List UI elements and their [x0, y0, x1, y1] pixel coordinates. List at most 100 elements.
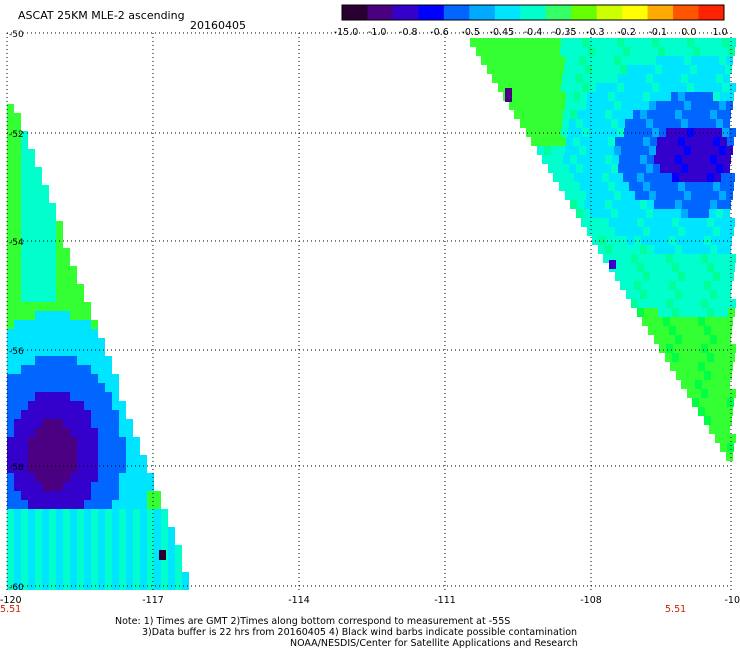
- data-cell: [624, 38, 631, 47]
- data-cell: [84, 338, 91, 347]
- data-cell: [597, 209, 604, 218]
- lon-label: -108: [580, 595, 602, 606]
- data-cell: [56, 302, 63, 311]
- data-cell: [659, 83, 666, 92]
- data-cell: [717, 290, 724, 299]
- data-cell: [7, 203, 14, 212]
- data-cell: [49, 374, 56, 383]
- data-cell: [14, 518, 21, 527]
- data-cell: [702, 164, 709, 173]
- data-cell: [615, 182, 622, 191]
- data-cell: [656, 317, 663, 326]
- data-cell: [112, 392, 119, 401]
- data-cell: [527, 74, 534, 83]
- data-cell: [42, 311, 49, 320]
- data-cell: [669, 326, 676, 335]
- data-cell: [112, 482, 119, 491]
- data-cell: [697, 326, 704, 335]
- data-cell: [591, 200, 598, 209]
- data-cell: [709, 380, 716, 389]
- data-cell: [175, 581, 182, 590]
- data-cell: [686, 173, 693, 182]
- data-cell: [84, 500, 91, 509]
- data-cell: [112, 500, 119, 509]
- data-cell: [656, 56, 663, 65]
- data-cell: [14, 500, 21, 509]
- data-cell: [147, 518, 154, 527]
- data-cell: [717, 335, 724, 344]
- data-cell: [84, 329, 91, 338]
- data-cell: [133, 482, 140, 491]
- data-cell: [7, 473, 14, 482]
- data-cell: [647, 110, 654, 119]
- data-cell: [491, 38, 498, 47]
- data-cell: [63, 428, 70, 437]
- data-cell: [28, 464, 35, 473]
- data-cell: [28, 545, 35, 554]
- data-cell: [686, 47, 693, 56]
- data-cell: [35, 428, 42, 437]
- colorbar-swatch: [342, 5, 368, 20]
- data-cell: [691, 362, 698, 371]
- data-cell: [70, 365, 77, 374]
- data-cell: [7, 527, 14, 536]
- data-cell: [133, 527, 140, 536]
- data-cell: [640, 245, 647, 254]
- data-cell: [56, 491, 63, 500]
- data-cell: [7, 383, 14, 392]
- data-cell: [701, 299, 708, 308]
- footer-note-line2: 3)Data buffer is 22 hrs from 20160405 4)…: [142, 627, 578, 638]
- data-cell: [84, 572, 91, 581]
- data-cell: [643, 137, 650, 146]
- data-cell: [685, 227, 692, 236]
- data-cell: [98, 572, 105, 581]
- data-cell: [621, 101, 628, 110]
- data-cell: [683, 281, 690, 290]
- data-cell: [584, 200, 591, 209]
- data-cell: [56, 437, 63, 446]
- data-cell: [7, 437, 14, 446]
- colorbar-swatch: [673, 5, 700, 20]
- data-cell: [627, 236, 634, 245]
- data-cell: [70, 338, 77, 347]
- data-cell: [698, 317, 705, 326]
- data-cell: [105, 428, 112, 437]
- data-cell: [35, 509, 42, 518]
- data-cell: [726, 317, 733, 326]
- data-cell: [685, 137, 692, 146]
- data-cell: [598, 155, 605, 164]
- data-cell: [694, 83, 701, 92]
- data-cell: [600, 191, 607, 200]
- data-cell: [77, 284, 84, 293]
- data-cell: [14, 185, 21, 194]
- data-cell: [572, 146, 579, 155]
- data-cell: [682, 245, 689, 254]
- data-cell: [663, 317, 670, 326]
- lat-label: -50: [9, 30, 24, 40]
- data-cell: [14, 122, 21, 131]
- data-cell: [563, 110, 570, 119]
- data-cell: [667, 119, 674, 128]
- data-cell: [585, 65, 592, 74]
- data-cell: [657, 137, 664, 146]
- data-cell: [678, 92, 685, 101]
- data-cell: [680, 254, 687, 263]
- data-cell: [63, 410, 70, 419]
- data-cell: [664, 227, 671, 236]
- data-cell: [42, 572, 49, 581]
- data-cell: [516, 101, 523, 110]
- data-cell: [42, 446, 49, 455]
- data-cell: [7, 401, 14, 410]
- data-cell: [7, 221, 14, 230]
- data-cell: [721, 218, 728, 227]
- data-cell: [168, 536, 175, 545]
- data-cell: [605, 200, 612, 209]
- data-cell: [7, 518, 14, 527]
- data-cell: [611, 74, 618, 83]
- data-cell: [521, 110, 528, 119]
- data-cell: [687, 254, 694, 263]
- data-cell: [140, 527, 147, 536]
- data-cell: [481, 56, 488, 65]
- data-cell: [601, 227, 608, 236]
- data-cell: [721, 308, 728, 317]
